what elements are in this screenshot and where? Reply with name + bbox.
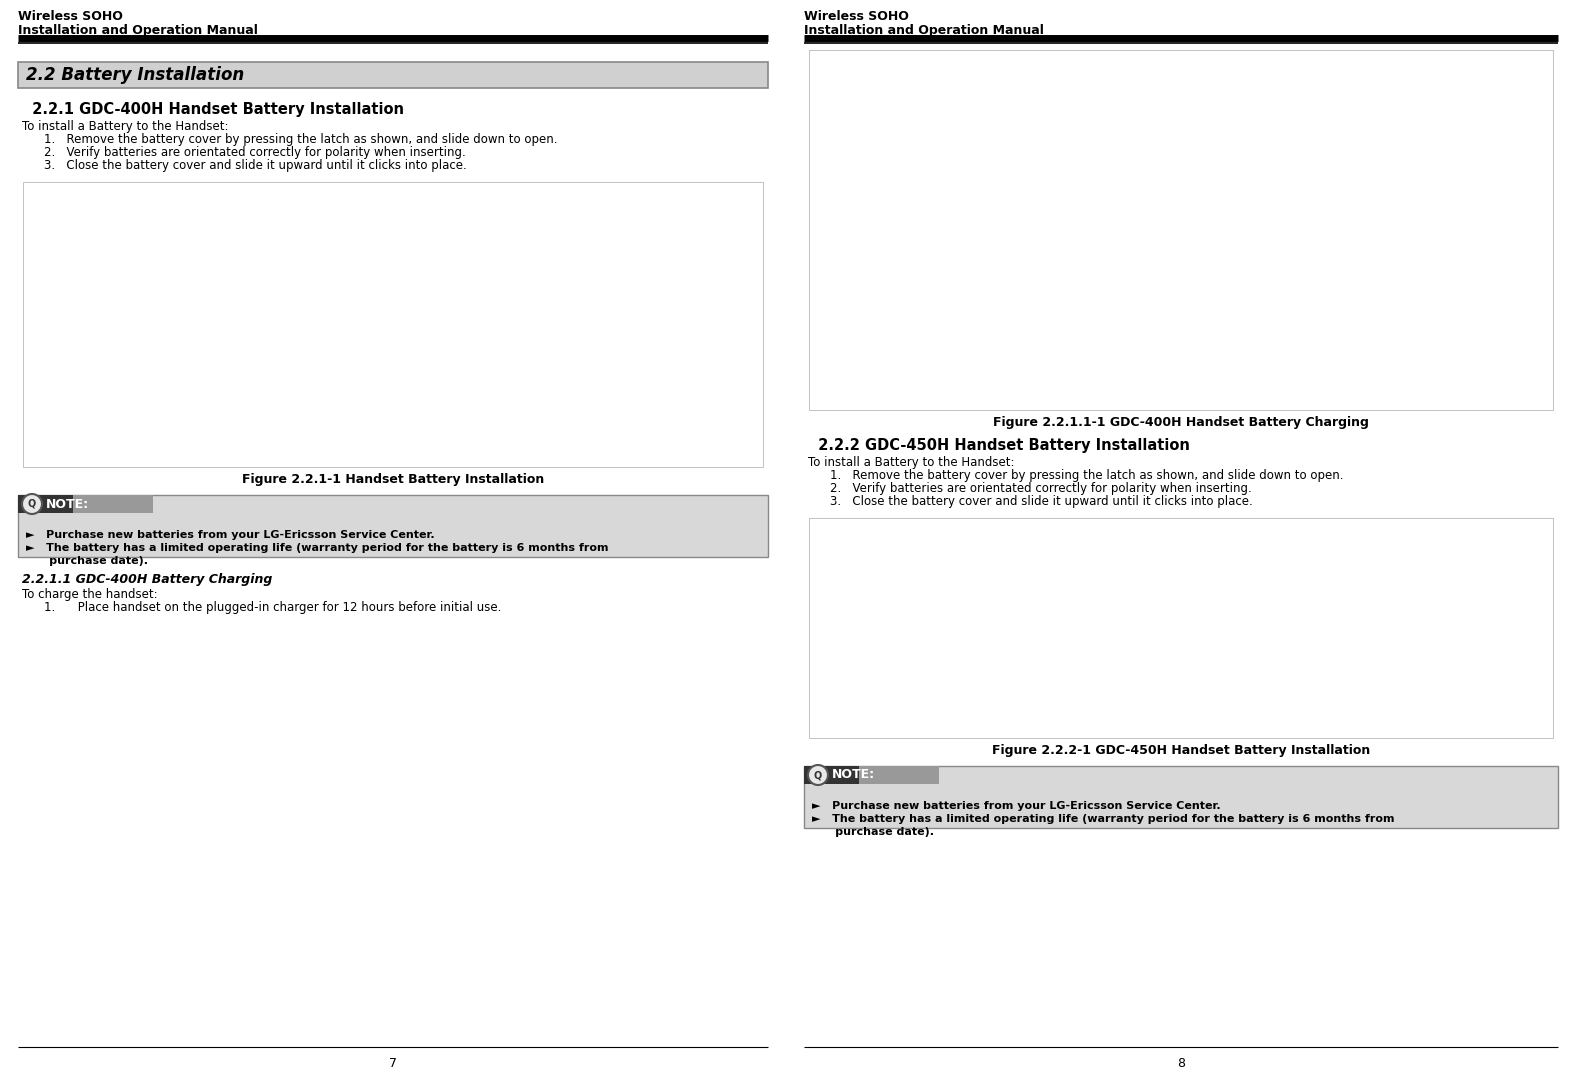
Text: 1.   Remove the battery cover by pressing the latch as shown, and slide down to : 1. Remove the battery cover by pressing … (44, 133, 557, 146)
Bar (804, 766, 859, 784)
Bar (17, 62, 768, 87)
Text: Q: Q (28, 499, 36, 509)
Text: 3.   Close the battery cover and slide it upward until it clicks into place.: 3. Close the battery cover and slide it … (831, 495, 1252, 508)
Bar (809, 50, 1553, 410)
Text: Q: Q (813, 770, 823, 780)
Text: purchase date).: purchase date). (27, 556, 148, 566)
Text: 2.2.1.1 GDC-400H Battery Charging: 2.2.1.1 GDC-400H Battery Charging (22, 573, 272, 586)
Text: ►   Purchase new batteries from your LG-Ericsson Service Center.: ► Purchase new batteries from your LG-Er… (27, 530, 434, 540)
Text: Installation and Operation Manual: Installation and Operation Manual (804, 23, 1044, 37)
Text: Wireless SOHO: Wireless SOHO (17, 10, 123, 23)
Text: Figure 2.2.1.1-1 GDC-400H Handset Battery Charging: Figure 2.2.1.1-1 GDC-400H Handset Batter… (993, 416, 1369, 429)
Bar (24, 182, 763, 467)
Text: 3.   Close the battery cover and slide it upward until it clicks into place.: 3. Close the battery cover and slide it … (44, 159, 467, 172)
Text: Wireless SOHO: Wireless SOHO (804, 10, 909, 23)
Text: 8: 8 (1177, 1057, 1184, 1067)
Text: NOTE:: NOTE: (832, 768, 875, 781)
Text: 2.2.2 GDC-450H Handset Battery Installation: 2.2.2 GDC-450H Handset Battery Installat… (809, 437, 1189, 453)
Text: 1.      Place handset on the plugged-in charger for 12 hours before initial use.: 1. Place handset on the plugged-in charg… (44, 601, 502, 614)
Text: ►   The battery has a limited operating life (warranty period for the battery is: ► The battery has a limited operating li… (812, 814, 1395, 824)
Bar (809, 517, 1553, 738)
Text: Figure 2.2.2-1 GDC-450H Handset Battery Installation: Figure 2.2.2-1 GDC-450H Handset Battery … (993, 744, 1370, 757)
Text: To charge the handset:: To charge the handset: (22, 588, 157, 601)
Text: 2.   Verify batteries are orientated correctly for polarity when inserting.: 2. Verify batteries are orientated corre… (831, 482, 1252, 495)
Bar (17, 495, 72, 513)
Text: Installation and Operation Manual: Installation and Operation Manual (17, 23, 258, 37)
Circle shape (809, 765, 827, 785)
Text: ►   Purchase new batteries from your LG-Ericsson Service Center.: ► Purchase new batteries from your LG-Er… (812, 801, 1221, 811)
Text: NOTE:: NOTE: (46, 497, 90, 510)
Text: 1.   Remove the battery cover by pressing the latch as shown, and slide down to : 1. Remove the battery cover by pressing … (831, 469, 1343, 482)
Text: purchase date).: purchase date). (812, 827, 934, 837)
Text: 2.2 Battery Installation: 2.2 Battery Installation (27, 66, 244, 84)
Bar (859, 766, 939, 784)
Text: 2.   Verify batteries are orientated correctly for polarity when inserting.: 2. Verify batteries are orientated corre… (44, 146, 466, 159)
Text: Figure 2.2.1-1 Handset Battery Installation: Figure 2.2.1-1 Handset Battery Installat… (242, 473, 544, 485)
Text: To install a Battery to the Handset:: To install a Battery to the Handset: (809, 456, 1015, 469)
Bar (17, 495, 768, 557)
Text: ►   The battery has a limited operating life (warranty period for the battery is: ► The battery has a limited operating li… (27, 543, 609, 553)
Circle shape (22, 494, 42, 514)
Bar (72, 495, 153, 513)
Text: 2.2.1 GDC-400H Handset Battery Installation: 2.2.1 GDC-400H Handset Battery Installat… (22, 102, 404, 117)
Text: To install a Battery to the Handset:: To install a Battery to the Handset: (22, 120, 228, 133)
Bar (804, 766, 1557, 828)
Text: 7: 7 (389, 1057, 396, 1067)
